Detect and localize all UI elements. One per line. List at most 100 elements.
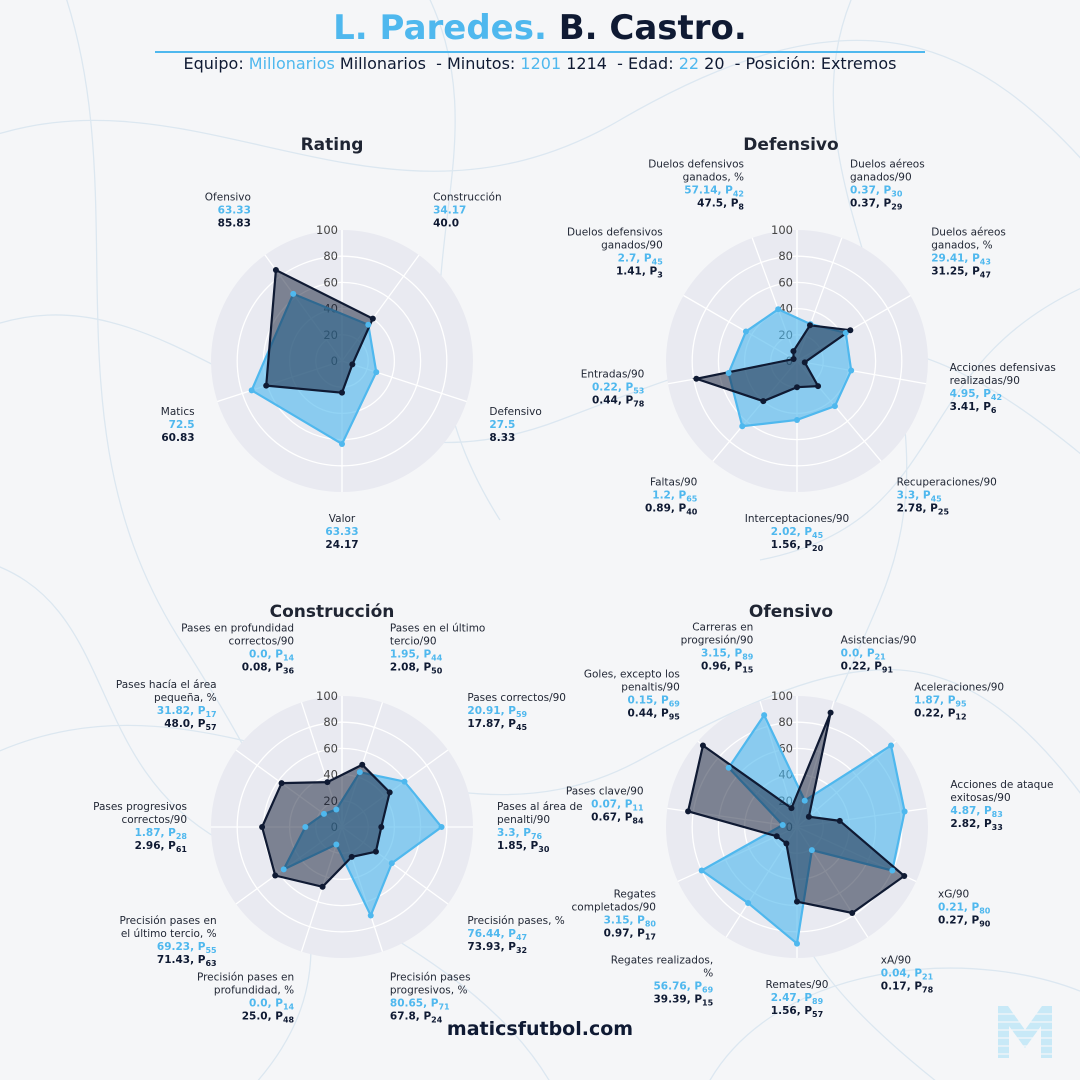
point-player1 xyxy=(794,416,800,423)
value-player2-percentile: 24 xyxy=(431,1015,443,1024)
series-polygon-player2 xyxy=(692,324,854,403)
value-player2-percentile: 57 xyxy=(812,1010,823,1019)
axis-name: profundidad, % xyxy=(214,984,294,996)
point-player1 xyxy=(320,810,327,817)
axis-name: Carreras en xyxy=(692,621,753,633)
axis-name: Asistencias/90 xyxy=(841,634,917,646)
value-player2: 2.78, P25​ xyxy=(897,503,950,517)
value-player1-percentile: 53 xyxy=(633,386,644,395)
point-player1 xyxy=(367,912,374,919)
point-player2 xyxy=(278,780,285,787)
tick-label: 100 xyxy=(316,689,338,703)
tick-label: 80 xyxy=(323,249,338,263)
value-player1: 0.15, P69​ xyxy=(627,694,680,708)
axis-label: Pases en profundidad correctos/90 0.0, P14… xyxy=(181,623,294,676)
value-player1-percentile: 21 xyxy=(922,972,934,981)
value-player1-percentile: 80 xyxy=(979,906,991,915)
axis-name: Acciones defensivas xyxy=(950,362,1056,374)
value-player1: 3.3, P76​ xyxy=(497,827,543,841)
value-player2: 39.39, P15​ xyxy=(653,993,713,1007)
axis-name: Pases clave/90 xyxy=(566,785,644,797)
point-player1 xyxy=(401,778,408,785)
value-player2: 3.41, P6​ xyxy=(950,401,997,415)
value-player1: 63.33 xyxy=(325,526,358,538)
point-player2 xyxy=(349,361,356,368)
point-player1 xyxy=(889,867,896,874)
age1: 22 xyxy=(678,54,700,73)
value-player2-percentile: 48 xyxy=(283,1015,295,1024)
point-player2 xyxy=(372,848,379,855)
value-player1-percentile: 89 xyxy=(742,652,754,661)
value-player2-percentile: 15 xyxy=(702,998,714,1007)
value-player1-percentile: 11 xyxy=(632,803,644,812)
axis-label: Construcción 34.17 40.0 xyxy=(433,192,502,230)
value-player1: 4.95, P42​ xyxy=(950,388,1002,402)
axis-name: Interceptaciones/90 xyxy=(745,513,849,525)
value-player1: 1.87, P28​ xyxy=(135,827,188,841)
value-player1: 2.47, P89​ xyxy=(771,992,824,1006)
axis-name: Aceleraciones/90 xyxy=(914,681,1004,693)
axis-label: Acciones defensivas realizadas/90 4.95, P4… xyxy=(950,362,1056,415)
value-player2-percentile: 30 xyxy=(538,845,550,854)
value-player2-percentile: 47 xyxy=(980,271,991,280)
axis-label: Precisión pases en el último tercio, % 69.… xyxy=(119,915,217,968)
axis-name: Ofensivo xyxy=(205,192,251,204)
axis-name: realizadas/90 xyxy=(950,375,1020,387)
point-player2 xyxy=(901,872,908,879)
value-player2-percentile: 45 xyxy=(516,723,528,732)
tick-label: 100 xyxy=(771,223,793,237)
point-player2 xyxy=(815,383,822,390)
value-player2: 2.82, P33​ xyxy=(950,818,1002,832)
minutes2: 1214 xyxy=(566,54,607,73)
minutos-label: - Minutos: xyxy=(436,54,516,73)
point-player1 xyxy=(388,860,395,867)
point-player2 xyxy=(805,813,812,820)
tick-label: 80 xyxy=(778,249,793,263)
posicion-label: - Posición: xyxy=(734,54,816,73)
tick-label: 60 xyxy=(323,275,338,289)
value-player1: 69.23, P55​ xyxy=(157,941,217,955)
axis-name: Pases progresivos xyxy=(93,801,187,813)
tick-label: 80 xyxy=(778,715,793,729)
axis-label: Precisión pases en profundidad, % 0.0, P14… xyxy=(197,971,295,1024)
point-player1 xyxy=(438,824,445,830)
value-player1: 20.91, P59​ xyxy=(467,705,527,719)
point-player1 xyxy=(339,440,345,447)
point-player2 xyxy=(773,833,780,840)
chart-title: Construcción xyxy=(270,602,395,622)
point-player2 xyxy=(847,327,854,334)
point-player2 xyxy=(263,382,270,389)
axis-name: Duelos defensivos xyxy=(648,158,744,170)
value-player1-percentile: 14 xyxy=(283,1002,295,1011)
axis-name: progresivos, % xyxy=(390,984,468,996)
value-player2: 8.33 xyxy=(489,432,515,444)
series-polygon-player2 xyxy=(265,268,375,394)
series-polygon-player2 xyxy=(686,712,907,915)
value-player2-percentile: 61 xyxy=(176,845,188,854)
point-player2 xyxy=(806,322,813,329)
value-player2: 25.0, P48​ xyxy=(242,1010,295,1024)
axis-name: Precisión pases xyxy=(390,971,471,983)
tick-label: 100 xyxy=(771,689,793,703)
tick-label: 60 xyxy=(323,741,338,755)
point-player2 xyxy=(369,315,376,322)
value-player2: 0.37, P29​ xyxy=(850,197,903,211)
axis-name: Matics xyxy=(161,406,195,418)
value-player2: 0.96, P15​ xyxy=(701,660,754,674)
axis-name: Precisión pases en xyxy=(119,915,216,927)
value-player1-percentile: 69 xyxy=(702,985,714,994)
axis-name: Acciones de ataque xyxy=(950,779,1053,791)
value-player2: 0.27, P90​ xyxy=(938,914,991,928)
axis-name: % xyxy=(703,967,713,979)
point-player1 xyxy=(248,387,255,394)
value-player1: 3.15, P89​ xyxy=(701,647,754,661)
point-player1 xyxy=(365,321,372,328)
axis-name: el último tercio, % xyxy=(121,928,217,940)
value-player1: 3.3, P45​ xyxy=(897,490,943,504)
value-player2-percentile: 6 xyxy=(991,406,997,415)
